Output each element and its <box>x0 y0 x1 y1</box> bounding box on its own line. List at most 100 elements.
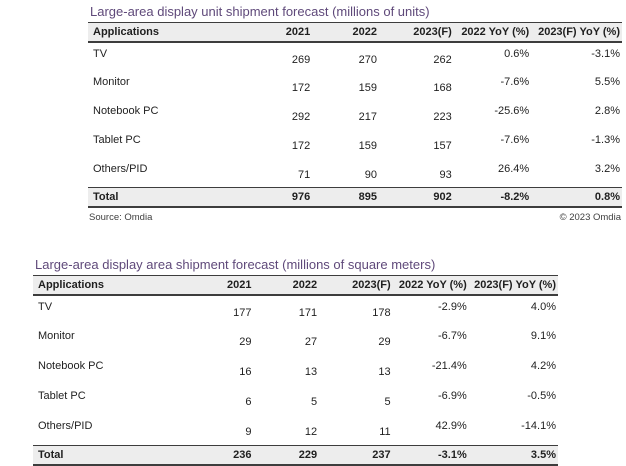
cell-2023f-yoy: -14.1% <box>521 420 556 432</box>
cell-application: Monitor <box>38 330 75 342</box>
cell-2023f-yoy: 9.1% <box>530 330 556 342</box>
cell-application: Tablet PC <box>93 134 141 146</box>
table-row-monitor: Monitor 172 159 168 -7.6% 5.5% <box>88 71 622 100</box>
cell-2023f-yoy: 3.2% <box>594 163 620 175</box>
area-table-title: Large-area display area shipment forecas… <box>35 257 436 272</box>
cell-application: Others/PID <box>38 420 93 432</box>
table-row-tv: TV 269 270 262 0.6% -3.1% <box>88 42 622 71</box>
cell-2022-yoy: -8.2% <box>453 186 532 208</box>
table-row-notebook-pc: Notebook PC 16 13 13 -21.4% 4.2% <box>33 355 558 385</box>
unit-shipment-table: Applications 2021 2022 2023(F) 2022 YoY … <box>88 22 622 208</box>
cell-application: Total <box>88 186 265 208</box>
cell-2021: 172 <box>291 82 311 94</box>
cell-2021: 269 <box>291 54 311 66</box>
table-row-notebook-pc: Notebook PC 292 217 223 -25.6% 2.8% <box>88 100 622 129</box>
cell-2022-yoy: -6.9% <box>438 390 467 402</box>
cell-2022-yoy: -21.4% <box>431 360 467 372</box>
cell-2023f-yoy: -3.1% <box>591 48 620 60</box>
source-label: Source: Omdia <box>89 211 153 223</box>
cell-application: Notebook PC <box>93 105 159 117</box>
col-header-2022-yoy: 2022 YoY (%) <box>392 275 469 296</box>
col-header-2021: 2021 <box>206 275 254 296</box>
cell-2022: 12 <box>304 426 318 438</box>
area-shipment-table-block: Large-area display area shipment forecas… <box>33 256 558 466</box>
col-header-2021: 2021 <box>264 22 313 43</box>
col-header-2023f: 2023(F) <box>379 22 454 43</box>
cell-2022: 270 <box>358 54 378 66</box>
col-header-2023f-yoy: 2023(F) YoY (%) <box>468 275 558 296</box>
cell-2022: 159 <box>358 82 378 94</box>
cell-2023f-yoy: 3.5% <box>468 444 558 466</box>
cell-2023f-yoy: 0.8% <box>531 186 622 208</box>
cell-2023f-yoy: 5.5% <box>594 76 620 88</box>
table-row-total: Total 236 229 237 -3.1% 3.5% <box>33 444 558 466</box>
source-line: Source: Omdia © 2023 Omdia <box>88 212 622 223</box>
cell-2021: 71 <box>298 169 311 181</box>
cell-2022: 90 <box>364 169 378 181</box>
cell-2023f: 178 <box>372 307 391 319</box>
copyright-label: © 2023 Omdia <box>559 211 621 223</box>
cell-2022-yoy: -7.6% <box>500 76 530 88</box>
cell-2021: 292 <box>291 111 311 123</box>
cell-2023f: 223 <box>433 111 452 123</box>
unit-shipment-table-block: Large-area display unit shipment forecas… <box>88 3 622 223</box>
cell-2022: 229 <box>253 444 320 466</box>
cell-2022: 13 <box>304 366 318 378</box>
header-row: Applications 2021 2022 2023(F) 2022 YoY … <box>88 22 622 43</box>
cell-2022: 895 <box>312 186 380 208</box>
table-row-tv: TV 177 171 178 -2.9% 4.0% <box>33 295 558 325</box>
cell-2021: 6 <box>245 396 252 408</box>
cell-2021: 16 <box>239 366 252 378</box>
table-row-tablet-pc: Tablet PC 6 5 5 -6.9% -0.5% <box>33 385 558 415</box>
cell-2022: 5 <box>311 396 318 408</box>
cell-2022-yoy: 42.9% <box>435 420 467 432</box>
cell-2022-yoy: -2.9% <box>438 301 467 313</box>
col-header-2022: 2022 <box>253 275 320 296</box>
cell-2022: 171 <box>298 307 318 319</box>
cell-2023f-yoy: -1.3% <box>591 134 620 146</box>
table-row-monitor: Monitor 29 27 29 -6.7% 9.1% <box>33 325 558 355</box>
cell-2023f: 29 <box>378 336 391 348</box>
cell-2023f-yoy: 2.8% <box>594 105 620 117</box>
cell-2023f-yoy: 4.0% <box>530 301 556 313</box>
cell-application: Others/PID <box>93 163 148 175</box>
header-row: Applications 2021 2022 2023(F) 2022 YoY … <box>33 275 558 296</box>
cell-application: TV <box>93 48 108 60</box>
cell-2023f: 93 <box>439 169 452 181</box>
cell-2023f: 902 <box>379 186 454 208</box>
cell-2023f: 237 <box>319 444 393 466</box>
cell-2022-yoy: -3.1% <box>392 444 469 466</box>
cell-application: Notebook PC <box>38 360 104 372</box>
cell-application: TV <box>38 301 53 313</box>
cell-2023f: 11 <box>379 426 391 438</box>
cell-2023f: 13 <box>378 366 391 378</box>
cell-2021: 236 <box>206 444 254 466</box>
cell-2022-yoy: -25.6% <box>494 105 530 117</box>
cell-2022: 217 <box>358 111 378 123</box>
cell-2021: 9 <box>245 426 252 438</box>
cell-2023f: 5 <box>384 396 391 408</box>
cell-2022: 27 <box>304 336 318 348</box>
col-header-applications: Applications <box>33 275 207 296</box>
cell-2021: 29 <box>239 336 252 348</box>
cell-2021: 177 <box>233 307 252 319</box>
cell-2021: 172 <box>291 140 311 152</box>
col-header-2023f: 2023(F) <box>319 275 393 296</box>
unit-table-title: Large-area display unit shipment forecas… <box>90 4 430 19</box>
cell-2021: 976 <box>264 186 313 208</box>
cell-2022-yoy: 26.4% <box>497 163 530 175</box>
col-header-2022-yoy: 2022 YoY (%) <box>453 22 532 43</box>
table-row-total: Total 976 895 902 -8.2% 0.8% <box>88 186 622 208</box>
cell-application: Monitor <box>93 76 130 88</box>
table-row-others-pid: Others/PID 71 90 93 26.4% 3.2% <box>88 158 622 187</box>
cell-application: Total <box>33 444 207 466</box>
cell-2022-yoy: 0.6% <box>504 48 530 60</box>
cell-2022-yoy: -6.7% <box>438 330 467 342</box>
cell-2023f: 262 <box>433 54 452 66</box>
table-row-others-pid: Others/PID 9 12 11 42.9% -14.1% <box>33 415 558 445</box>
cell-2023f: 157 <box>433 140 452 152</box>
cell-application: Tablet PC <box>38 390 86 402</box>
cell-2023f-yoy: 4.2% <box>530 360 556 372</box>
col-header-2023f-yoy: 2023(F) YoY (%) <box>531 22 622 43</box>
